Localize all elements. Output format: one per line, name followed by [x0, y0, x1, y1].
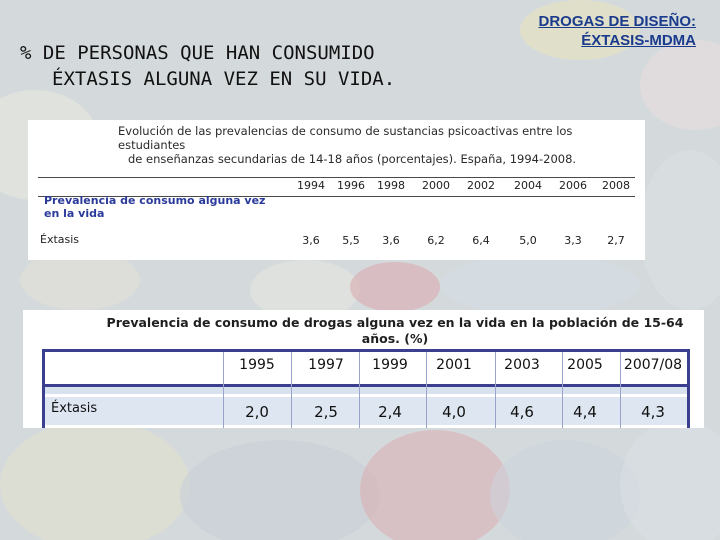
- year-header: 2004: [514, 179, 542, 192]
- students-value: 5,5: [342, 234, 360, 247]
- year-header: 2000: [422, 179, 450, 192]
- students-row-header: Prevalencia de consumo alguna vez en la …: [44, 194, 266, 220]
- year-header: 1999: [372, 357, 408, 373]
- table-rule: [38, 177, 635, 178]
- slide-title: % DE PERSONAS QUE HAN CONSUMIDO ÉXTASIS …: [20, 40, 540, 92]
- students-value: 2,7: [607, 234, 625, 247]
- year-header: 2001: [436, 357, 472, 373]
- year-header: 1994: [297, 179, 325, 192]
- table-rule: [38, 196, 635, 197]
- slide-title-line-1: % DE PERSONAS QUE HAN CONSUMIDO: [20, 42, 375, 64]
- table-row: [45, 397, 687, 425]
- topic-line-1: DROGAS DE DISEÑO:: [538, 13, 696, 30]
- year-header: 1996: [337, 179, 365, 192]
- topic-line-2: ÉXTASIS-MDMA: [581, 32, 696, 49]
- students-value: 3,3: [564, 234, 582, 247]
- year-header: 2003: [504, 357, 540, 373]
- students-value: 6,4: [472, 234, 490, 247]
- year-header: 2002: [467, 179, 495, 192]
- topic-heading: DROGAS DE DISEÑO: ÉXTASIS-MDMA: [538, 12, 696, 50]
- students-value: 5,0: [519, 234, 537, 247]
- population-value: 2,4: [378, 403, 402, 421]
- year-header: 1997: [308, 357, 344, 373]
- year-header: 1998: [377, 179, 405, 192]
- population-prevalence-table: Prevalencia de consumo de drogas alguna …: [23, 310, 704, 428]
- year-header: 2006: [559, 179, 587, 192]
- population-value: 4,4: [573, 403, 597, 421]
- year-header: 2008: [602, 179, 630, 192]
- students-value: 3,6: [302, 234, 320, 247]
- population-value: 2,5: [314, 403, 338, 421]
- students-row-label: Éxtasis: [40, 233, 80, 246]
- population-value: 4,0: [442, 403, 466, 421]
- students-value: 3,6: [382, 234, 400, 247]
- population-value: 4,3: [641, 403, 665, 421]
- students-value: 6,2: [427, 234, 445, 247]
- year-header: 1995: [239, 357, 275, 373]
- year-header: 2007/08: [623, 357, 683, 373]
- population-row-label: Éxtasis: [51, 401, 98, 416]
- year-header: 2005: [567, 357, 603, 373]
- population-value: 2,0: [245, 403, 269, 421]
- students-table-caption: Evolución de las prevalencias de consumo…: [118, 124, 577, 166]
- students-prevalence-table: Evolución de las prevalencias de consumo…: [28, 120, 645, 260]
- slide-title-line-2: ÉXTASIS ALGUNA VEZ EN SU VIDA.: [52, 68, 396, 90]
- population-value: 4,6: [510, 403, 534, 421]
- population-table-grid: 1995 1997 1999 2001 2003 2005 2007/08 Éx…: [42, 349, 690, 428]
